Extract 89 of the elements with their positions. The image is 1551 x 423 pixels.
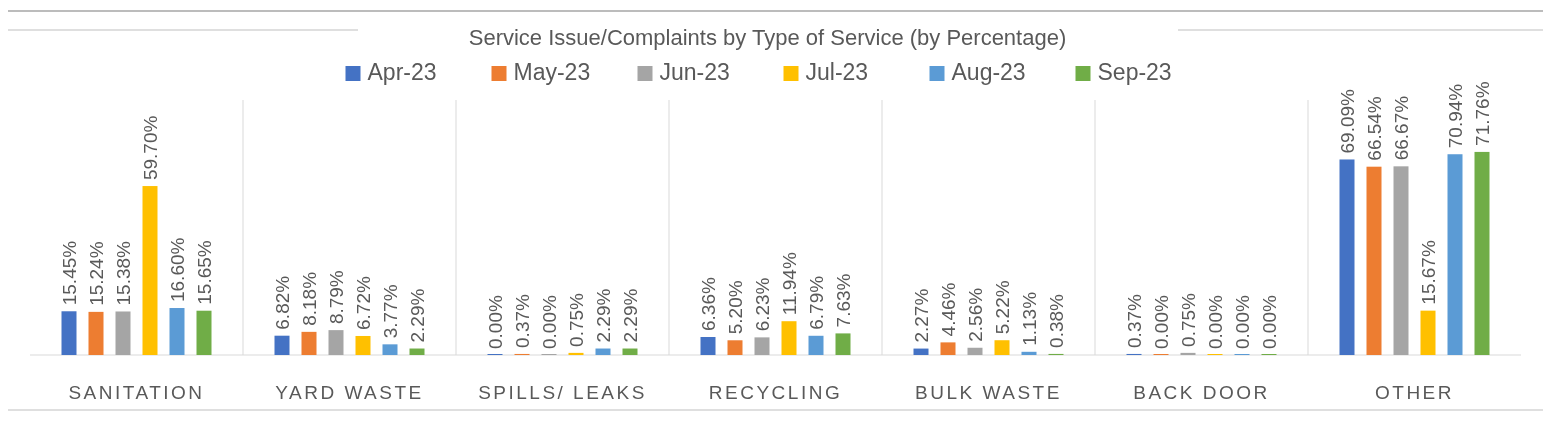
bar xyxy=(382,344,398,355)
chart-title: Service Issue/Complaints by Type of Service (by Percentage) xyxy=(468,25,1067,50)
bar xyxy=(940,342,956,355)
bar xyxy=(61,311,77,355)
bar xyxy=(196,310,212,355)
bar xyxy=(169,308,185,355)
data-label: 6.82% xyxy=(272,275,293,330)
legend-label: Sep-23 xyxy=(1097,59,1172,85)
data-label: 15.38% xyxy=(113,240,134,306)
data-label: 0.37% xyxy=(512,293,533,348)
x-tick-label: BULK WASTE xyxy=(915,382,1062,403)
data-label: 71.76% xyxy=(1472,81,1493,146)
data-label: 2.29% xyxy=(407,288,428,343)
x-tick-label: OTHER xyxy=(1375,382,1454,403)
data-label: 15.45% xyxy=(59,240,80,306)
legend-label: Aug-23 xyxy=(951,59,1026,85)
data-label: 2.29% xyxy=(593,288,614,343)
data-label: 11.94% xyxy=(779,252,800,316)
bar xyxy=(1366,166,1382,355)
legend-label: Jun-23 xyxy=(659,59,730,85)
bar xyxy=(328,330,344,355)
bar xyxy=(1447,154,1463,355)
bar xyxy=(1420,310,1436,355)
bar xyxy=(808,335,824,355)
bar xyxy=(115,311,131,355)
data-label: 66.67% xyxy=(1391,95,1412,161)
bar xyxy=(700,337,716,355)
bar xyxy=(1339,159,1355,355)
bar xyxy=(142,186,158,355)
bar xyxy=(994,340,1010,355)
x-tick-label: BACK DOOR xyxy=(1133,382,1270,403)
bar xyxy=(622,348,638,355)
data-label: 8.79% xyxy=(326,270,347,325)
x-tick-label: SPILLS/ LEAKS xyxy=(478,382,647,403)
x-tick-label: SANITATION xyxy=(68,382,205,403)
bar xyxy=(409,348,425,355)
data-label: 6.23% xyxy=(752,277,773,332)
bar xyxy=(88,311,104,355)
x-tick-label: YARD WASTE xyxy=(275,382,424,403)
data-label: 59.70% xyxy=(140,115,161,181)
data-label: 69.09% xyxy=(1337,88,1358,154)
data-label: 15.24% xyxy=(86,241,107,306)
bar xyxy=(1180,352,1196,355)
data-label: 16.60% xyxy=(167,237,188,303)
data-label: 66.54% xyxy=(1364,96,1385,161)
legend-label: Jul-23 xyxy=(805,59,869,85)
bar xyxy=(301,331,317,355)
data-label: 0.75% xyxy=(566,292,587,347)
bar xyxy=(355,335,371,355)
data-label: 0.38% xyxy=(1046,293,1067,348)
x-tick-label: RECYCLING xyxy=(708,382,843,403)
data-label: 3.77% xyxy=(380,284,401,339)
data-label: 2.27% xyxy=(911,288,932,343)
data-label: 70.94% xyxy=(1445,83,1466,149)
bar xyxy=(727,340,743,355)
data-label: 0.00% xyxy=(1205,295,1226,349)
data-label: 2.56% xyxy=(965,287,986,342)
bar xyxy=(835,333,851,355)
data-label: 5.22% xyxy=(992,280,1013,335)
bar xyxy=(595,348,611,355)
data-label: 8.18% xyxy=(299,271,320,326)
bar xyxy=(781,321,797,355)
data-label: 0.37% xyxy=(1124,293,1145,348)
data-label: 4.46% xyxy=(938,282,959,337)
data-label: 0.00% xyxy=(1151,295,1172,349)
data-label: 5.20% xyxy=(725,280,746,335)
legend-label: May-23 xyxy=(513,59,591,85)
data-label: 1.13% xyxy=(1019,291,1040,346)
data-label: 0.00% xyxy=(1232,295,1253,349)
data-label: 0.00% xyxy=(1259,295,1280,349)
data-label: 0.00% xyxy=(539,295,560,349)
bar xyxy=(274,335,290,355)
bar xyxy=(913,348,929,355)
bar xyxy=(568,352,584,355)
data-label: 0.00% xyxy=(485,295,506,349)
bar xyxy=(1021,351,1037,355)
data-label: 6.36% xyxy=(698,277,719,331)
bar xyxy=(754,337,770,355)
bar xyxy=(1393,166,1409,355)
data-label: 0.75% xyxy=(1178,292,1199,347)
data-label: 2.29% xyxy=(620,288,641,343)
data-label: 15.67% xyxy=(1418,240,1439,305)
bar xyxy=(1474,151,1490,355)
data-label: 6.79% xyxy=(806,275,827,330)
bar xyxy=(967,347,983,355)
data-label: 7.63% xyxy=(833,273,854,328)
legend-label: Apr-23 xyxy=(367,59,437,85)
data-label: 15.65% xyxy=(194,240,215,305)
data-label: 6.72% xyxy=(353,276,374,330)
